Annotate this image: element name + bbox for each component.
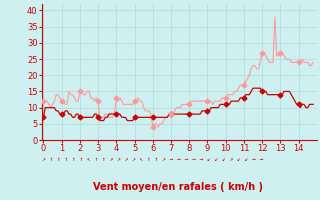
Text: ↗ ↑ ↑ ↑ ↑ ↑ ↖ ↑ ↑ ↗ ↗ ↗ ↗ ↖ ↑ ↑ ↗ → → → → → ↙ ↙ ↙ ↗ ↙ ↙ → →: ↗ ↑ ↑ ↑ ↑ ↑ ↖ ↑ ↑ ↗ ↗ ↗ ↗ ↖ ↑ ↑ ↗ → → → … [42, 156, 263, 162]
Text: Vent moyen/en rafales ( km/h ): Vent moyen/en rafales ( km/h ) [92, 182, 263, 192]
